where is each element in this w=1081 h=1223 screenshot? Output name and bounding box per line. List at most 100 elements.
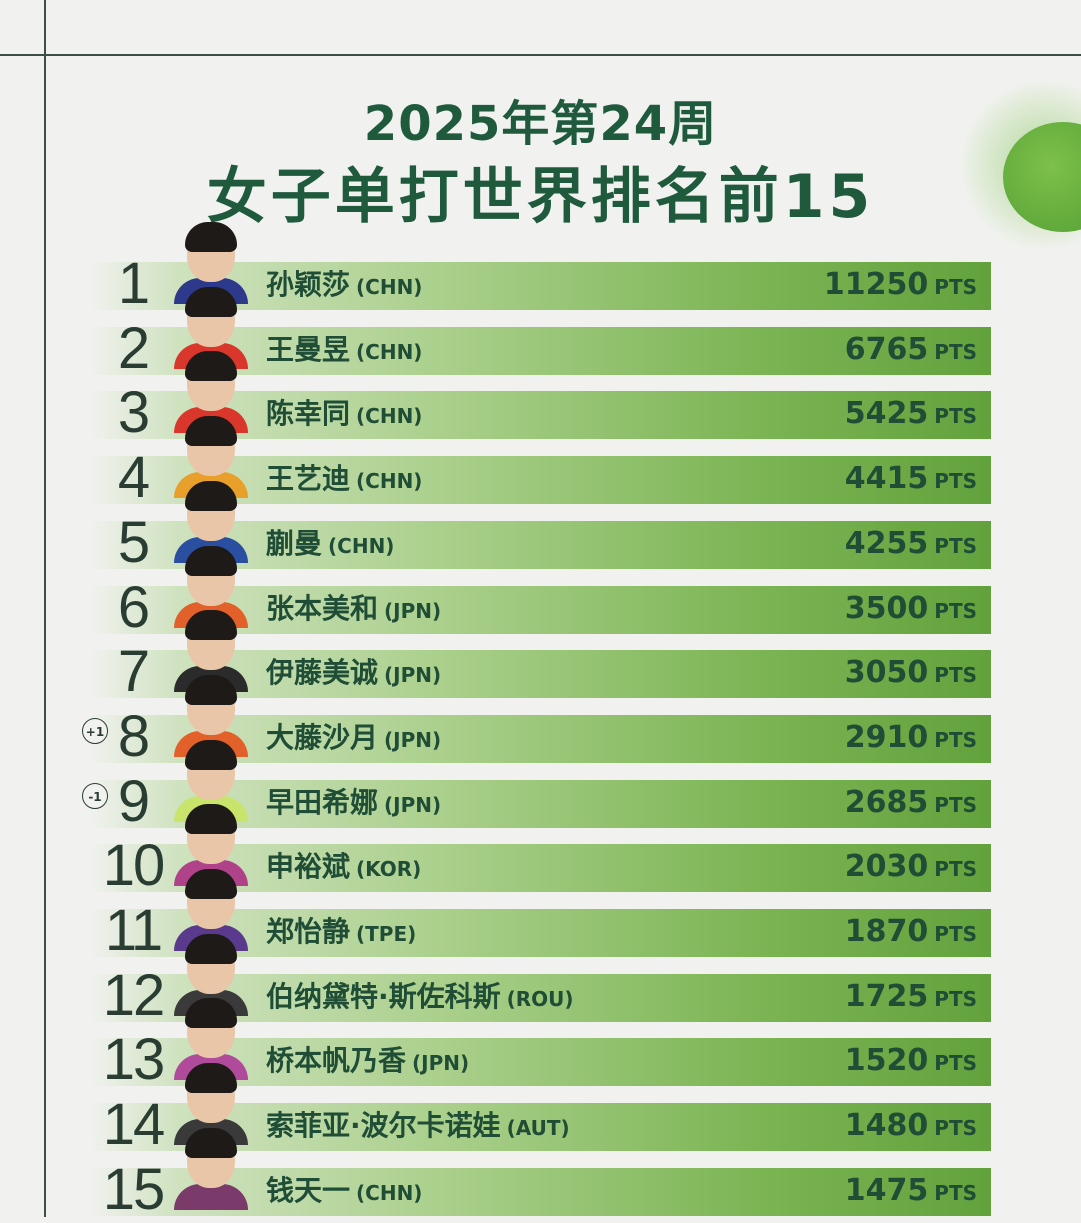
player-name: 申裕斌 (KOR)	[266, 842, 421, 894]
player-avatar-hair	[185, 610, 237, 641]
rank-number: 6	[117, 574, 150, 640]
player-points: 1520 PTS	[845, 1036, 977, 1088]
rank-number: 9	[117, 768, 150, 834]
points-unit: PTS	[934, 792, 977, 817]
ranking-row: 9 -1 早田希娜 (JPN) 2685 PTS	[0, 739, 1081, 835]
ranking-row: 2 王曼昱 (CHN) 6765 PTS	[0, 286, 1081, 382]
player-country: (CHN)	[356, 404, 423, 429]
player-points: 2910 PTS	[845, 713, 977, 765]
points-unit: PTS	[934, 469, 977, 494]
player-points: 1725 PTS	[845, 972, 977, 1024]
points-value: 3500	[844, 590, 929, 626]
rank-number: 3	[117, 380, 150, 446]
player-name-text: 索菲亚·波尔卡诺娃	[266, 1109, 501, 1143]
player-name: 钱天一 (CHN)	[266, 1166, 422, 1218]
points-value: 2685	[844, 784, 929, 820]
points-value: 2910	[844, 719, 929, 755]
player-country: (ROU)	[506, 986, 574, 1011]
player-name-text: 陈幸同	[266, 397, 351, 431]
ranking-row: 6 张本美和 (JPN) 3500 PTS	[0, 545, 1081, 641]
player-points: 5425 PTS	[845, 389, 977, 441]
ranking-row: 10 申裕斌 (KOR) 2030 PTS	[0, 804, 1081, 899]
player-country: (JPN)	[384, 663, 442, 688]
player-name-text: 孙颖莎	[266, 268, 351, 301]
player-points: 2685 PTS	[845, 778, 977, 830]
rank-change-badge: -1	[82, 782, 108, 809]
player-name-text: 申裕斌	[266, 850, 351, 884]
player-name-text: 张本美和	[266, 591, 379, 625]
player-avatar-hair	[185, 351, 237, 382]
ranking-row: 5 蒯曼 (CHN) 4255 PTS	[0, 480, 1081, 576]
player-avatar	[174, 1127, 248, 1210]
points-value: 3050	[844, 655, 929, 691]
player-name-text: 钱天一	[266, 1173, 351, 1207]
points-unit: PTS	[934, 275, 977, 299]
points-value: 2030	[844, 849, 929, 885]
player-points: 3050 PTS	[845, 648, 977, 700]
player-country: (CHN)	[356, 1180, 423, 1205]
rank-number: 14	[102, 1092, 166, 1158]
rank-number: 2	[117, 315, 150, 381]
points-unit: PTS	[934, 404, 977, 429]
player-name-text: 王曼昱	[266, 332, 351, 366]
player-avatar-hair	[185, 998, 237, 1029]
rank-number: 12	[102, 962, 166, 1028]
player-points: 4255 PTS	[845, 519, 977, 571]
rank-number: 8	[117, 703, 150, 769]
player-name: 张本美和 (JPN)	[266, 584, 441, 636]
player-country: (CHN)	[328, 533, 395, 558]
player-name-text: 伯纳黛特·斯佐科斯	[266, 979, 501, 1013]
player-points: 3500 PTS	[845, 584, 977, 636]
player-avatar-hair	[185, 933, 237, 964]
page-subtitle-week: 2025年第24周	[363, 96, 718, 152]
ranking-row: 8 +1 大藤沙月 (JPN) 2910 PTS	[0, 674, 1081, 770]
player-avatar-hair	[185, 804, 237, 835]
player-name: 蒯曼 (CHN)	[266, 519, 394, 571]
points-unit: PTS	[934, 1116, 977, 1141]
rank-number: 13	[102, 1027, 166, 1093]
player-name: 伊藤美诚 (JPN)	[266, 648, 441, 700]
player-avatar-hair	[185, 416, 237, 447]
player-avatar	[174, 998, 248, 1081]
points-value: 4415	[844, 461, 929, 497]
player-name-text: 王艺迪	[266, 462, 351, 496]
player-name: 陈幸同 (CHN)	[266, 389, 422, 441]
player-name-text: 蒯曼	[266, 526, 323, 560]
ranking-row: 14 索菲亚·波尔卡诺娃 (AUT) 1480 PTS	[0, 1063, 1081, 1158]
player-name-text: 大藤沙月	[266, 720, 379, 754]
ranking-row: 4 王艺迪 (CHN) 4415 PTS	[0, 416, 1081, 511]
points-unit: PTS	[934, 533, 977, 558]
points-unit: PTS	[934, 857, 977, 882]
player-points: 6765 PTS	[845, 325, 977, 377]
points-value: 1725	[844, 978, 929, 1014]
rank-number: 5	[117, 509, 150, 575]
player-name: 索菲亚·波尔卡诺娃 (AUT)	[266, 1101, 570, 1153]
top-divider-line	[0, 54, 1081, 56]
points-unit: PTS	[934, 727, 977, 752]
left-divider-line	[44, 0, 46, 1217]
player-country: (CHN)	[356, 275, 423, 299]
ranking-row: 1 孙颖莎 (CHN) 11250 PTS	[0, 222, 1081, 317]
player-avatar-hair	[185, 674, 237, 705]
points-value: 6765	[844, 331, 929, 367]
ranking-row: 3 陈幸同 (CHN) 5425 PTS	[0, 351, 1081, 446]
ranking-row: 11 郑怡静 (TPE) 1870 PTS	[0, 869, 1081, 964]
player-points: 11250 PTS	[824, 260, 977, 312]
player-country: (AUT)	[506, 1116, 570, 1141]
player-name: 孙颖莎 (CHN)	[266, 260, 422, 312]
rank-number: 15	[102, 1156, 166, 1222]
player-points: 1475 PTS	[845, 1166, 977, 1218]
rank-number: 1	[117, 251, 150, 316]
player-avatar-hair	[185, 286, 237, 317]
points-unit: PTS	[934, 339, 977, 364]
player-name: 郑怡静 (TPE)	[266, 907, 416, 959]
player-avatar-hair	[185, 480, 237, 511]
player-name-text: 早田希娜	[266, 785, 379, 819]
player-avatar	[174, 480, 248, 563]
player-country: (CHN)	[356, 339, 423, 364]
player-country: (KOR)	[356, 857, 422, 882]
player-name-text: 伊藤美诚	[266, 656, 379, 690]
ranking-row: 12 伯纳黛特·斯佐科斯 (ROU) 1725 PTS	[0, 933, 1081, 1029]
player-country: (TPE)	[356, 922, 417, 946]
player-name-text: 郑怡静	[266, 915, 351, 948]
